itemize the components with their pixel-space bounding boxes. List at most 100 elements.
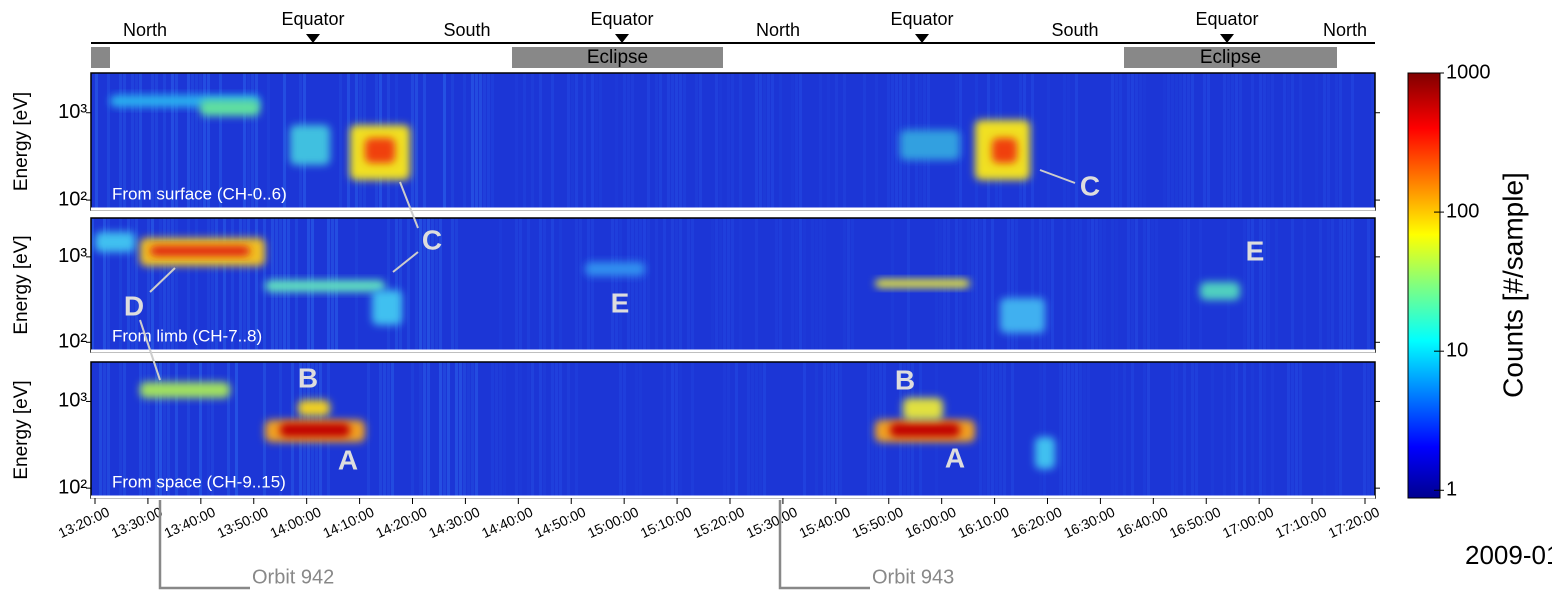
region-label: Equator <box>890 9 953 29</box>
x-tick-label: 17:20:00 <box>1326 503 1382 541</box>
y-tick-label: 10³ <box>58 101 87 123</box>
noise <box>647 218 650 352</box>
noise <box>107 218 110 352</box>
noise <box>979 362 982 498</box>
orbit-bracket <box>158 500 250 590</box>
noise <box>211 218 214 352</box>
noise <box>99 362 102 498</box>
noise <box>139 73 142 210</box>
orbit-label: Orbit 942 <box>252 566 334 588</box>
panel-label: From limb (CH-7..8) <box>112 326 262 345</box>
noise <box>387 218 390 352</box>
noise <box>575 218 578 352</box>
noise <box>443 73 446 210</box>
x-tick-label: 13:40:00 <box>162 503 218 541</box>
y-tick-label: 10² <box>58 188 87 210</box>
noise <box>791 73 794 210</box>
feature <box>298 400 330 416</box>
noise <box>1335 362 1338 498</box>
region-label: Equator <box>281 9 344 29</box>
noise <box>1111 218 1114 352</box>
noise <box>151 73 154 210</box>
noise <box>799 73 802 210</box>
noise <box>251 73 254 210</box>
noise <box>1327 73 1330 210</box>
noise <box>255 218 258 352</box>
noise <box>551 218 554 352</box>
feature <box>150 246 250 256</box>
noise <box>515 218 518 352</box>
noise <box>247 73 250 210</box>
noise <box>867 362 870 498</box>
noise <box>191 73 194 210</box>
noise <box>1115 362 1118 498</box>
noise <box>643 218 646 352</box>
noise <box>103 362 106 498</box>
noise <box>1075 73 1078 210</box>
noise <box>1371 73 1374 210</box>
noise <box>1155 218 1158 352</box>
noise <box>1139 73 1142 210</box>
noise <box>1095 218 1098 352</box>
noise <box>1147 218 1150 352</box>
noise <box>379 362 382 498</box>
eclipse-label: Eclipse <box>587 47 648 68</box>
noise <box>875 73 878 210</box>
noise <box>143 362 146 498</box>
noise <box>1207 73 1210 210</box>
colorbar-tick-label: 100 <box>1446 200 1479 222</box>
feature <box>365 138 395 163</box>
noise <box>623 73 626 210</box>
noise <box>475 362 478 498</box>
noise <box>235 362 238 498</box>
noise <box>1031 73 1034 210</box>
noise <box>971 218 974 352</box>
annotation: E <box>1246 235 1265 266</box>
noise <box>1171 362 1174 498</box>
noise <box>471 73 474 210</box>
noise <box>243 73 246 210</box>
noise <box>423 362 426 498</box>
x-tick-label: 13:50:00 <box>214 503 270 541</box>
colorbar-tick-label: 10 <box>1446 339 1468 361</box>
x-tick-label: 16:40:00 <box>1114 503 1170 541</box>
noise <box>619 218 622 352</box>
noise <box>1071 218 1074 352</box>
noise <box>167 218 170 352</box>
noise <box>1367 362 1370 498</box>
noise <box>1295 362 1298 498</box>
noise <box>199 73 202 210</box>
noise <box>1043 362 1046 498</box>
x-tick-label: 16:50:00 <box>1167 503 1223 541</box>
noise <box>1127 73 1130 210</box>
noise <box>1251 73 1254 210</box>
x-tick-label: 14:10:00 <box>320 503 376 541</box>
noise <box>119 362 122 498</box>
noise <box>595 73 598 210</box>
noise <box>195 73 198 210</box>
noise <box>175 218 178 352</box>
noise <box>663 218 666 352</box>
noise <box>451 218 454 352</box>
noise <box>415 218 418 352</box>
noise <box>255 73 258 210</box>
noise <box>671 218 674 352</box>
noise <box>391 362 394 498</box>
noise <box>835 73 838 210</box>
noise <box>1067 73 1070 210</box>
noise <box>1243 218 1246 352</box>
noise <box>207 218 210 352</box>
annotation: C <box>1080 170 1100 201</box>
noise <box>655 73 658 210</box>
noise <box>491 362 494 498</box>
noise <box>1135 73 1138 210</box>
annotation-line <box>399 181 419 229</box>
noise <box>1199 218 1202 352</box>
annotation-line <box>1039 169 1076 184</box>
noise <box>675 362 678 498</box>
noise <box>687 218 690 352</box>
noise <box>1267 73 1270 210</box>
noise <box>1331 218 1334 352</box>
noise <box>843 73 846 210</box>
annotation-line <box>139 319 161 381</box>
